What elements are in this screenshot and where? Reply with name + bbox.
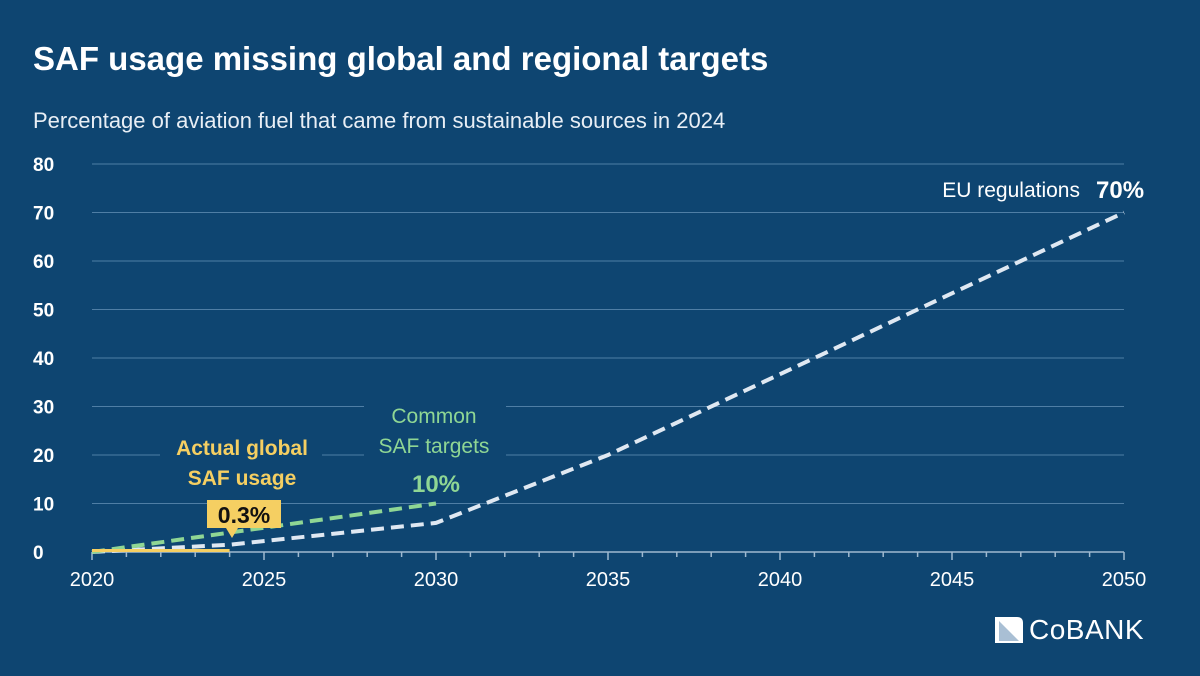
x-tick-label: 2025	[242, 569, 287, 591]
cobank-logo-mark-icon	[995, 617, 1023, 643]
x-tick-label: 2050	[1102, 569, 1147, 591]
y-tick-label: 60	[33, 252, 54, 273]
common-series-name-line1: Common	[391, 405, 476, 428]
y-tick-label: 0	[33, 543, 44, 564]
eu-series-line	[91, 210, 1125, 554]
eu-value-label: 70%	[1096, 177, 1144, 204]
x-tick-label: 2035	[586, 569, 631, 591]
common-series-name-line2: SAF targets	[379, 435, 490, 458]
label-background	[364, 398, 506, 462]
logo-text: CoBANK	[1029, 614, 1145, 645]
y-tick-label: 40	[33, 349, 54, 370]
cobank-logo: CoBANK	[995, 614, 1144, 646]
common-series-line	[91, 501, 437, 554]
x-tick-label: 2020	[70, 569, 115, 591]
actual-series-name-line1: Actual global	[176, 437, 308, 460]
actual-value-callout	[207, 500, 281, 538]
actual-value-label: 0.3%	[218, 502, 270, 528]
x-tick-label: 2030	[414, 569, 459, 591]
y-tick-label: 10	[33, 495, 54, 516]
label-background	[160, 430, 322, 494]
eu-series-name: EU regulations	[942, 179, 1080, 202]
y-tick-label: 70	[33, 204, 54, 225]
actual-series-name-line2: SAF usage	[188, 467, 297, 490]
x-tick-label: 2045	[930, 569, 975, 591]
common-value-label: 10%	[412, 471, 460, 498]
y-tick-label: 20	[33, 446, 54, 467]
x-tick-label: 2040	[758, 569, 803, 591]
y-tick-label: 30	[33, 398, 54, 419]
y-tick-label: 80	[33, 155, 54, 176]
y-tick-label: 50	[33, 301, 54, 322]
chart-title: SAF usage missing global and regional ta…	[33, 40, 769, 77]
chart-subtitle: Percentage of aviation fuel that came fr…	[33, 108, 726, 133]
